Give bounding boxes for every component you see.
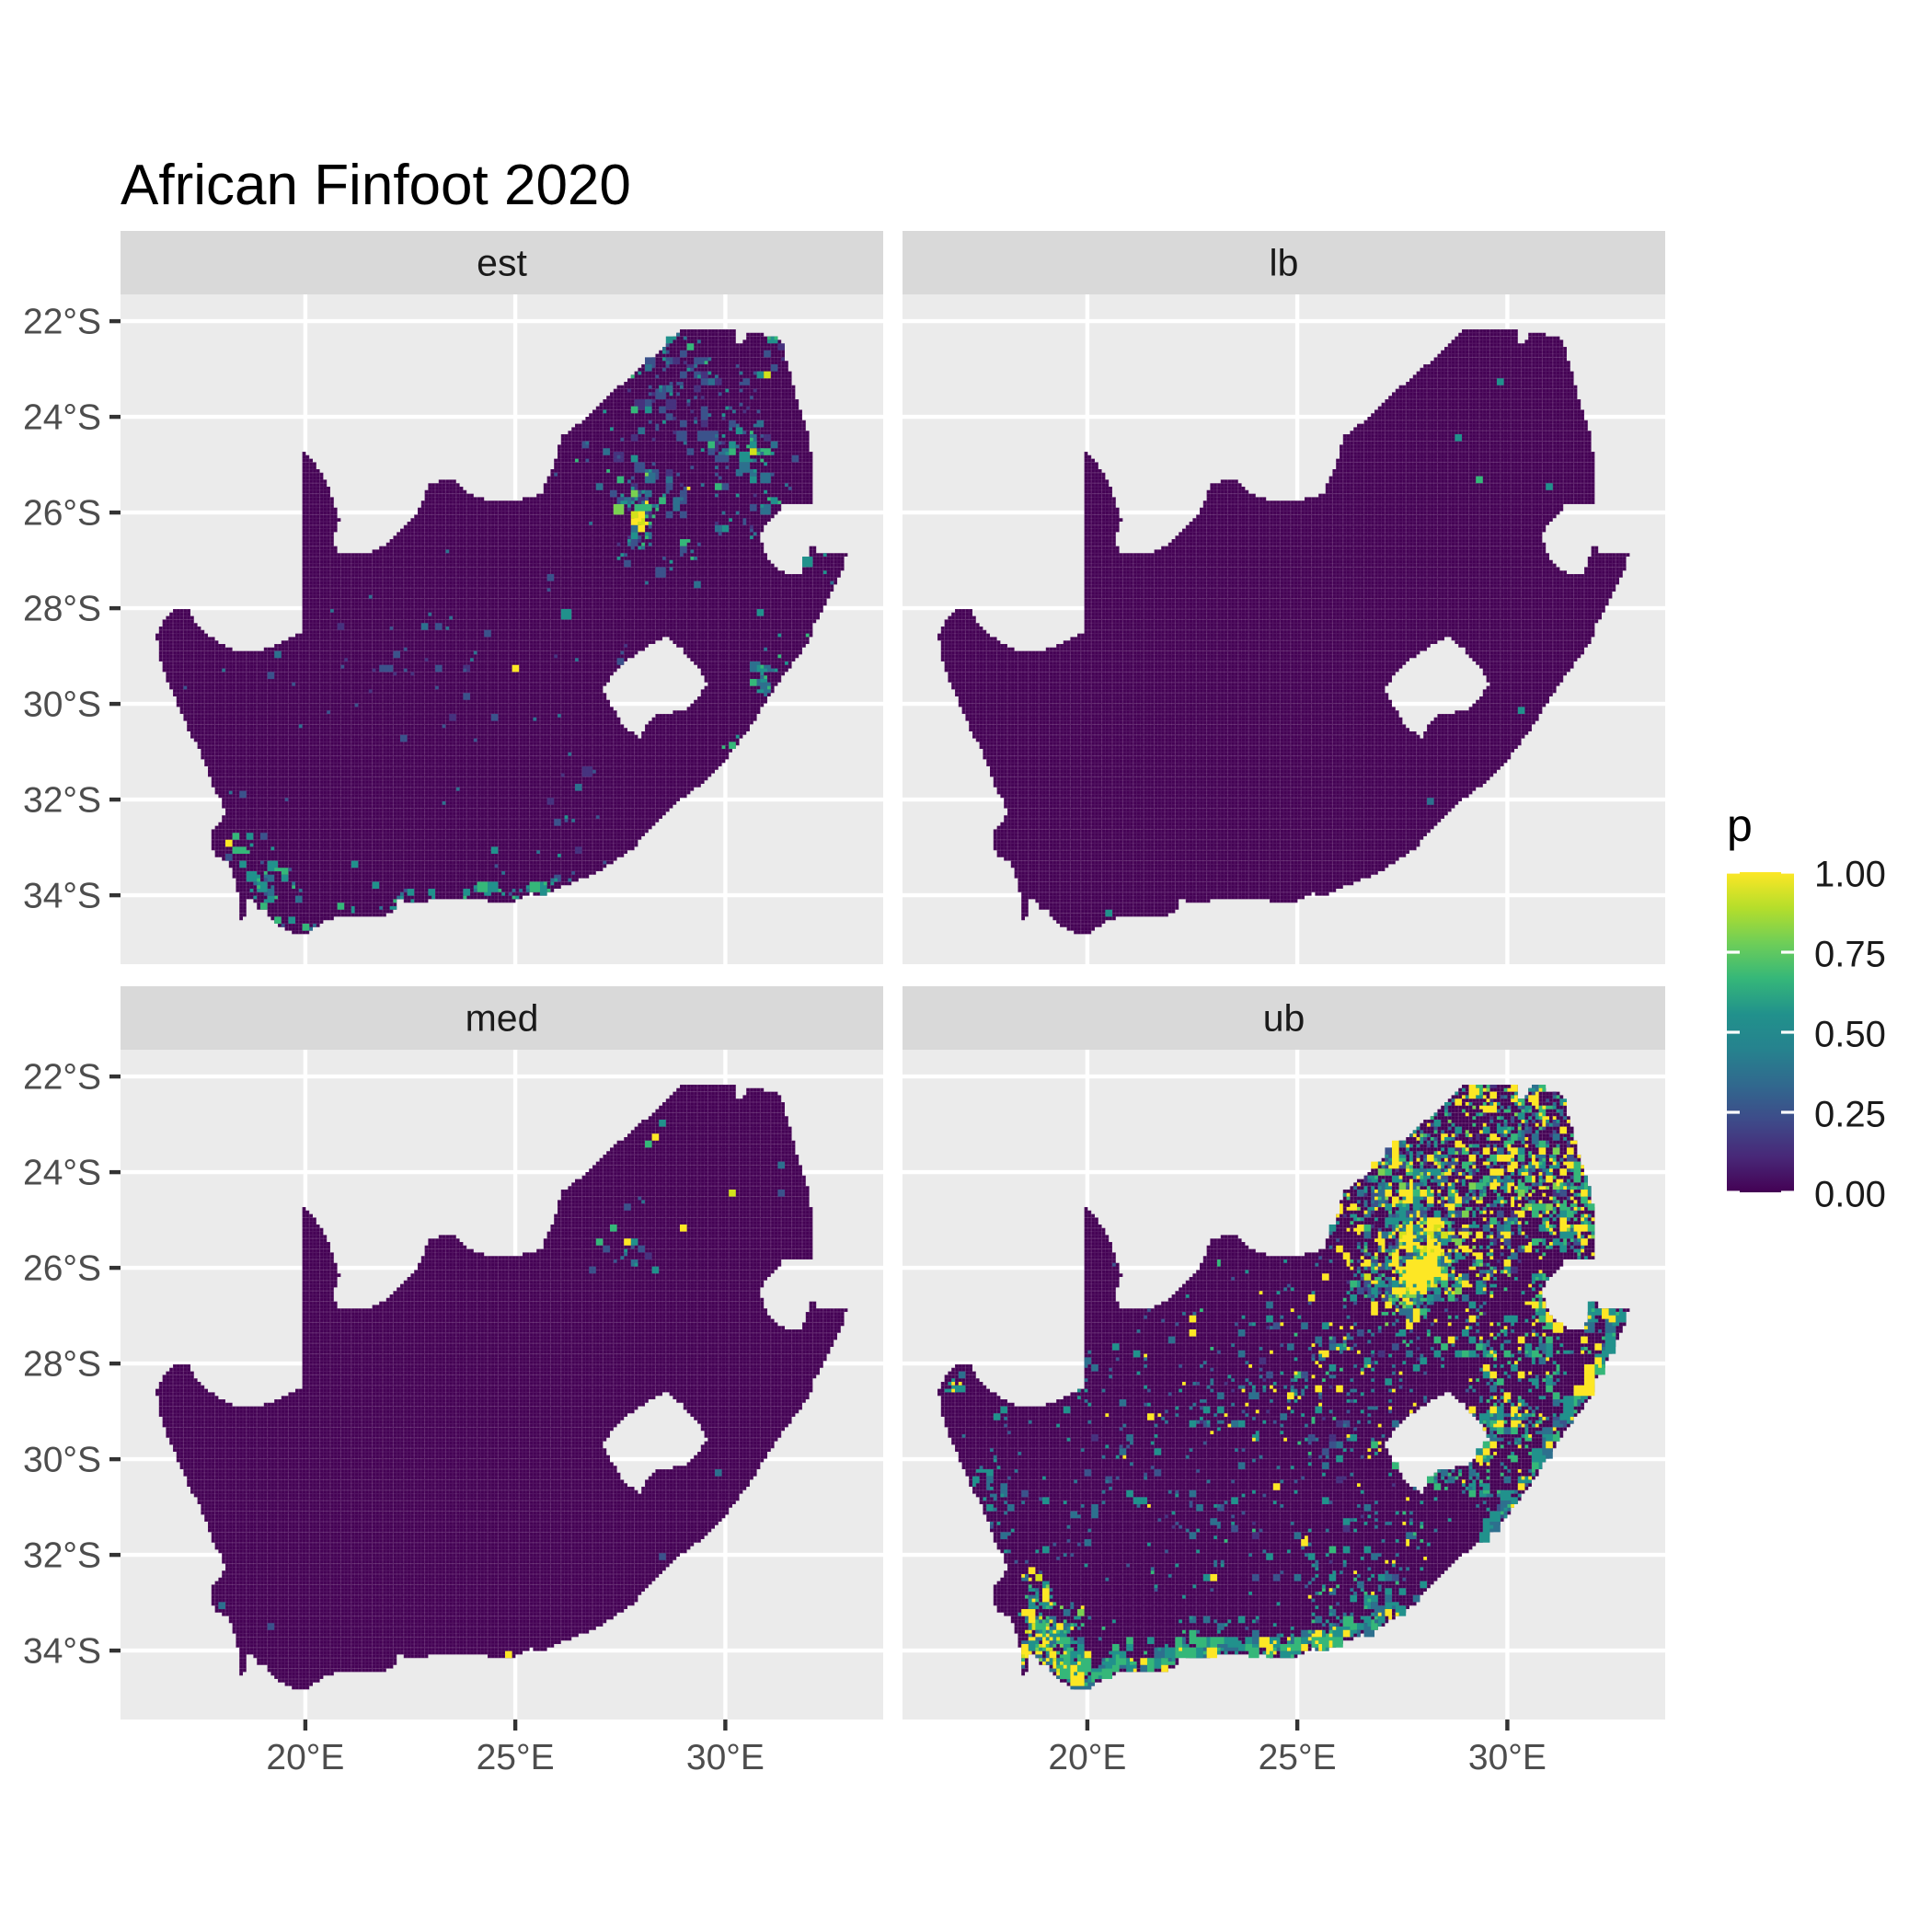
svg-text:22°S: 22°S — [23, 1058, 101, 1098]
svg-text:African Finfoot 2020: African Finfoot 2020 — [121, 154, 631, 217]
svg-text:med: med — [466, 997, 539, 1040]
svg-text:30°S: 30°S — [23, 1441, 101, 1480]
svg-text:28°S: 28°S — [23, 1345, 101, 1385]
svg-text:lb: lb — [1270, 242, 1299, 284]
svg-text:30°S: 30°S — [23, 685, 101, 725]
svg-text:20°E: 20°E — [266, 1738, 344, 1777]
svg-text:25°E: 25°E — [477, 1738, 555, 1777]
svg-text:24°S: 24°S — [23, 398, 101, 438]
svg-text:30°E: 30°E — [686, 1738, 765, 1777]
svg-text:est: est — [477, 242, 527, 284]
svg-text:0.50: 0.50 — [1814, 1015, 1886, 1055]
svg-text:ub: ub — [1263, 997, 1305, 1040]
svg-text:1.00: 1.00 — [1814, 855, 1886, 895]
svg-text:p: p — [1727, 799, 1753, 851]
svg-text:25°E: 25°E — [1259, 1738, 1337, 1777]
svg-text:26°S: 26°S — [23, 494, 101, 534]
svg-text:20°E: 20°E — [1048, 1738, 1126, 1777]
svg-text:34°S: 34°S — [23, 1632, 101, 1672]
svg-text:30°E: 30°E — [1468, 1738, 1547, 1777]
svg-text:0.25: 0.25 — [1814, 1095, 1886, 1135]
svg-text:34°S: 34°S — [23, 877, 101, 916]
svg-text:28°S: 28°S — [23, 590, 101, 629]
svg-text:0.75: 0.75 — [1814, 935, 1886, 975]
svg-text:24°S: 24°S — [23, 1154, 101, 1193]
svg-text:32°S: 32°S — [23, 781, 101, 821]
svg-text:26°S: 26°S — [23, 1249, 101, 1289]
svg-text:0.00: 0.00 — [1814, 1175, 1886, 1215]
svg-text:32°S: 32°S — [23, 1536, 101, 1576]
svg-text:22°S: 22°S — [23, 303, 101, 342]
